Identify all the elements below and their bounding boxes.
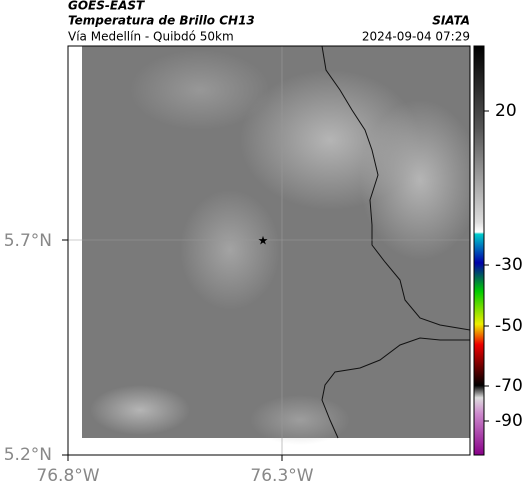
- map: ★: [62, 45, 480, 461]
- svg-text:★: ★: [258, 234, 269, 248]
- location: Vía Medellín - Quibdó 50km: [68, 30, 234, 44]
- source: SIATA: [432, 14, 470, 28]
- colorbar-label: -90: [495, 411, 523, 431]
- subtitle: Temperatura de Brillo CH13: [68, 14, 255, 28]
- colorbar: [473, 45, 485, 456]
- datetime: 2024-09-04 07:29: [362, 30, 470, 44]
- colorbar-label: -30: [495, 255, 523, 275]
- lon-label: 76.8°W: [36, 466, 99, 486]
- colorbar-ticks: [484, 110, 489, 422]
- colorbar-label: -50: [495, 316, 523, 336]
- lat-label: 5.7°N: [4, 231, 52, 251]
- lat-label: 5.2°N: [4, 445, 52, 465]
- colorbar-label: 20: [495, 101, 517, 121]
- lon-label: 76.3°W: [250, 466, 313, 486]
- title: GOES-EAST: [68, 0, 145, 13]
- colorbar-label: -70: [495, 376, 523, 396]
